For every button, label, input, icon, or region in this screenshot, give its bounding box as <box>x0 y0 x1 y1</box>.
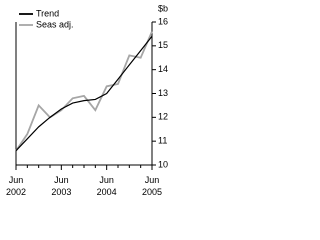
x-tick-label: Jun 2002 <box>6 175 26 197</box>
line-series <box>15 35 153 152</box>
line-series <box>15 31 153 152</box>
y-tick-label: 13 <box>158 88 168 98</box>
y-tick-label: 10 <box>158 159 168 169</box>
y-axis-label: $b <box>158 3 168 13</box>
x-tick-label: Jun 2005 <box>142 175 162 197</box>
y-tick-label: 11 <box>158 136 167 146</box>
y-tick-label: 14 <box>158 64 168 74</box>
y-tick-label: 12 <box>158 112 168 122</box>
y-tick-label: 15 <box>158 40 168 50</box>
y-tick-label: 16 <box>158 16 168 26</box>
legend-label: Trend <box>36 8 59 18</box>
chart: $b 10 11 12 13 14 15 16 Jun 2002 Jun 2003 Jun 2004 Ju… <box>6 3 168 197</box>
x-tick-label: Jun 2004 <box>97 175 117 197</box>
legend-label: Seas adj. <box>36 19 74 29</box>
x-tick-label: Jun 2003 <box>51 175 71 197</box>
